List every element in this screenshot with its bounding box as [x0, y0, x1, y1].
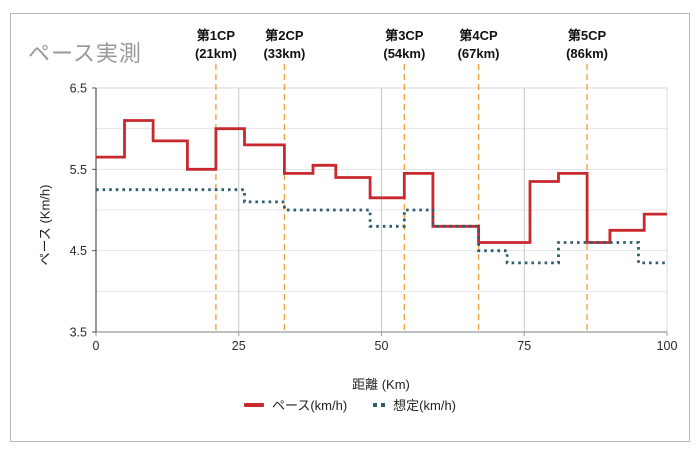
legend-item-expected: 想定(km/h)	[373, 395, 456, 414]
cp-label: 第5CP	[568, 28, 607, 43]
gridlines	[96, 88, 667, 332]
expected-line-swatch	[373, 402, 386, 407]
y-tick-label: 4.5	[70, 244, 87, 258]
cp-sublabel: (67km)	[458, 46, 500, 61]
expected-series-line	[96, 188, 667, 265]
cp-sublabel: (33km)	[263, 46, 305, 61]
checkpoint-markers: 第1CP (21km) 第2CP (33km) 第3CP (54km) 第4CP (67km)…	[195, 28, 608, 331]
x-tick-label: 75	[517, 339, 531, 353]
legend-label-expected: 想定(km/h)	[393, 398, 457, 413]
legend-item-pace: ペース(km/h)	[243, 395, 348, 414]
pace-series-line	[96, 119, 667, 244]
legend-label-pace: ペース(km/h)	[271, 398, 348, 413]
x-tick-label: 50	[375, 339, 389, 353]
cp-label: 第4CP	[459, 28, 498, 43]
y-tick-label: 6.5	[70, 82, 87, 96]
y-axis-title: ペース (Km/h)	[37, 184, 53, 266]
x-tick-label: 0	[93, 339, 100, 353]
cp-sublabel: (54km)	[383, 46, 425, 61]
legend: ペース(km/h) 想定(km/h)	[0, 395, 700, 414]
x-axis-title: 距離 (Km)	[352, 377, 410, 392]
y-tick-label: 5.5	[70, 163, 87, 177]
chart-title: ペース実測	[28, 41, 142, 66]
x-tick-label: 100	[657, 339, 678, 353]
y-tick-label: 3.5	[70, 326, 87, 340]
axis-ticks: 0 25 50 75 100 6.5 5.5 4.5 3.5	[70, 82, 678, 354]
pace-line-swatch	[243, 402, 264, 407]
cp-label: 第2CP	[265, 28, 304, 43]
cp-label: 第3CP	[385, 28, 424, 43]
cp-sublabel: (86km)	[566, 46, 608, 61]
x-tick-label: 25	[232, 339, 246, 353]
cp-label: 第1CP	[197, 28, 236, 43]
cp-sublabel: (21km)	[195, 46, 237, 61]
outer-border	[10, 13, 690, 442]
